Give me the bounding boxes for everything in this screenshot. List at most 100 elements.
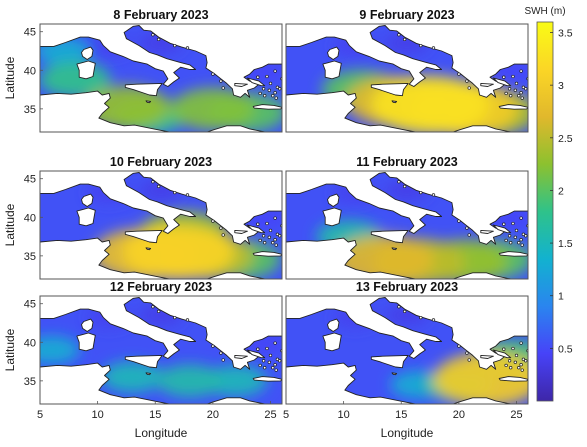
islet bbox=[507, 359, 512, 363]
islet bbox=[278, 234, 282, 238]
islet bbox=[513, 235, 517, 239]
x-tick-label: 5 bbox=[283, 409, 289, 421]
map-panel: 9 February 2023 bbox=[285, 8, 529, 133]
land-euboea bbox=[246, 77, 266, 87]
islet bbox=[517, 241, 521, 245]
y-tick-label: 35 bbox=[24, 104, 36, 116]
land-sicily bbox=[124, 354, 163, 369]
land-africa-mainland bbox=[286, 237, 416, 279]
map-panel: 11 February 2023 bbox=[285, 155, 529, 280]
islet bbox=[519, 216, 523, 220]
colorbar-tick-label: 1.5 bbox=[558, 238, 573, 250]
y-tick-label: 40 bbox=[24, 212, 36, 224]
panel-title: 8 February 2023 bbox=[113, 8, 208, 22]
y-tick-label: 45 bbox=[24, 299, 36, 311]
land-sardinia bbox=[322, 60, 342, 80]
islet bbox=[502, 222, 506, 226]
islet bbox=[258, 238, 262, 243]
islet bbox=[211, 344, 215, 348]
islet bbox=[517, 94, 521, 98]
panel-title: 13 February 2023 bbox=[356, 280, 458, 294]
islet bbox=[520, 368, 524, 372]
x-tick-label: 10 bbox=[91, 409, 103, 421]
land-peloponnese-gulf-cut bbox=[234, 354, 248, 359]
islet bbox=[519, 341, 523, 345]
land-crete bbox=[498, 251, 528, 257]
land-peloponnese-gulf-cut bbox=[234, 82, 248, 87]
islet bbox=[256, 75, 260, 79]
swh-hotspot bbox=[156, 364, 223, 398]
swh-hotspot bbox=[40, 335, 80, 365]
islet bbox=[185, 318, 190, 322]
panel-frame bbox=[39, 295, 283, 405]
land-sicily bbox=[370, 229, 409, 244]
islet bbox=[273, 91, 277, 95]
islet bbox=[275, 357, 280, 361]
land-peloponnese-gulf-cut bbox=[480, 82, 494, 87]
islet bbox=[258, 363, 262, 368]
islet bbox=[151, 33, 155, 37]
land-euboea bbox=[246, 224, 266, 234]
map-panel-content bbox=[286, 171, 528, 279]
islet bbox=[278, 359, 282, 363]
islet bbox=[513, 88, 517, 92]
land-africa-mainland bbox=[40, 237, 170, 279]
land-libya-east bbox=[452, 397, 528, 404]
land-malta bbox=[145, 247, 152, 251]
islet bbox=[273, 216, 277, 220]
map-panel-content bbox=[286, 296, 528, 404]
land-sicily bbox=[124, 82, 163, 97]
islet bbox=[514, 228, 519, 233]
land-libya-east bbox=[206, 272, 282, 279]
y-tick-label: 35 bbox=[24, 251, 36, 263]
land-euboea bbox=[492, 224, 512, 234]
land-malta bbox=[391, 247, 398, 251]
land-crete bbox=[498, 104, 528, 110]
islet bbox=[271, 366, 275, 370]
islet bbox=[507, 87, 512, 91]
islet bbox=[274, 96, 278, 100]
swh-hotspot bbox=[204, 365, 268, 397]
islet bbox=[173, 315, 177, 320]
islet bbox=[267, 360, 271, 364]
colorbar-tick-label: 2 bbox=[558, 185, 564, 197]
islet bbox=[457, 344, 461, 348]
islet bbox=[151, 305, 155, 309]
map-panel: 12 February 2023 35 40 45 Latitude 5 10 15 20 25 L… bbox=[3, 280, 283, 440]
land-corsica bbox=[327, 318, 340, 332]
colorbar-gradient bbox=[536, 21, 554, 402]
islet bbox=[221, 233, 225, 237]
islet bbox=[256, 222, 260, 226]
islet bbox=[419, 315, 423, 320]
y-tick-label: 40 bbox=[24, 337, 36, 349]
islet bbox=[467, 358, 471, 362]
islet bbox=[268, 353, 273, 358]
islet bbox=[467, 233, 471, 237]
islet bbox=[173, 190, 177, 195]
land-crete bbox=[252, 104, 282, 110]
land-africa-mainland bbox=[286, 362, 416, 404]
islet bbox=[403, 37, 407, 42]
land-africa-mainland bbox=[40, 362, 170, 404]
islet bbox=[521, 357, 526, 361]
panel-frame bbox=[285, 295, 529, 405]
islet bbox=[263, 94, 267, 98]
islet bbox=[431, 193, 436, 197]
y-axis-label: Latitude bbox=[3, 203, 17, 246]
islet bbox=[219, 226, 223, 230]
map-panel-content bbox=[40, 24, 282, 132]
panel-frame bbox=[39, 23, 283, 133]
colorbar: 0.5 1 1.5 2 2.5 3 3.5 SWH (m) bbox=[524, 6, 573, 402]
land-peloponnese-gulf-cut bbox=[480, 354, 494, 359]
land-crete bbox=[252, 376, 282, 382]
land-libya-east bbox=[206, 397, 282, 404]
land-corsica bbox=[81, 318, 94, 332]
islet bbox=[457, 72, 461, 76]
islet bbox=[519, 363, 523, 367]
islet bbox=[502, 75, 506, 79]
x-tick-label: 5 bbox=[37, 409, 43, 421]
map-panel-content bbox=[40, 296, 282, 404]
islet bbox=[502, 347, 506, 351]
islet bbox=[263, 241, 267, 245]
